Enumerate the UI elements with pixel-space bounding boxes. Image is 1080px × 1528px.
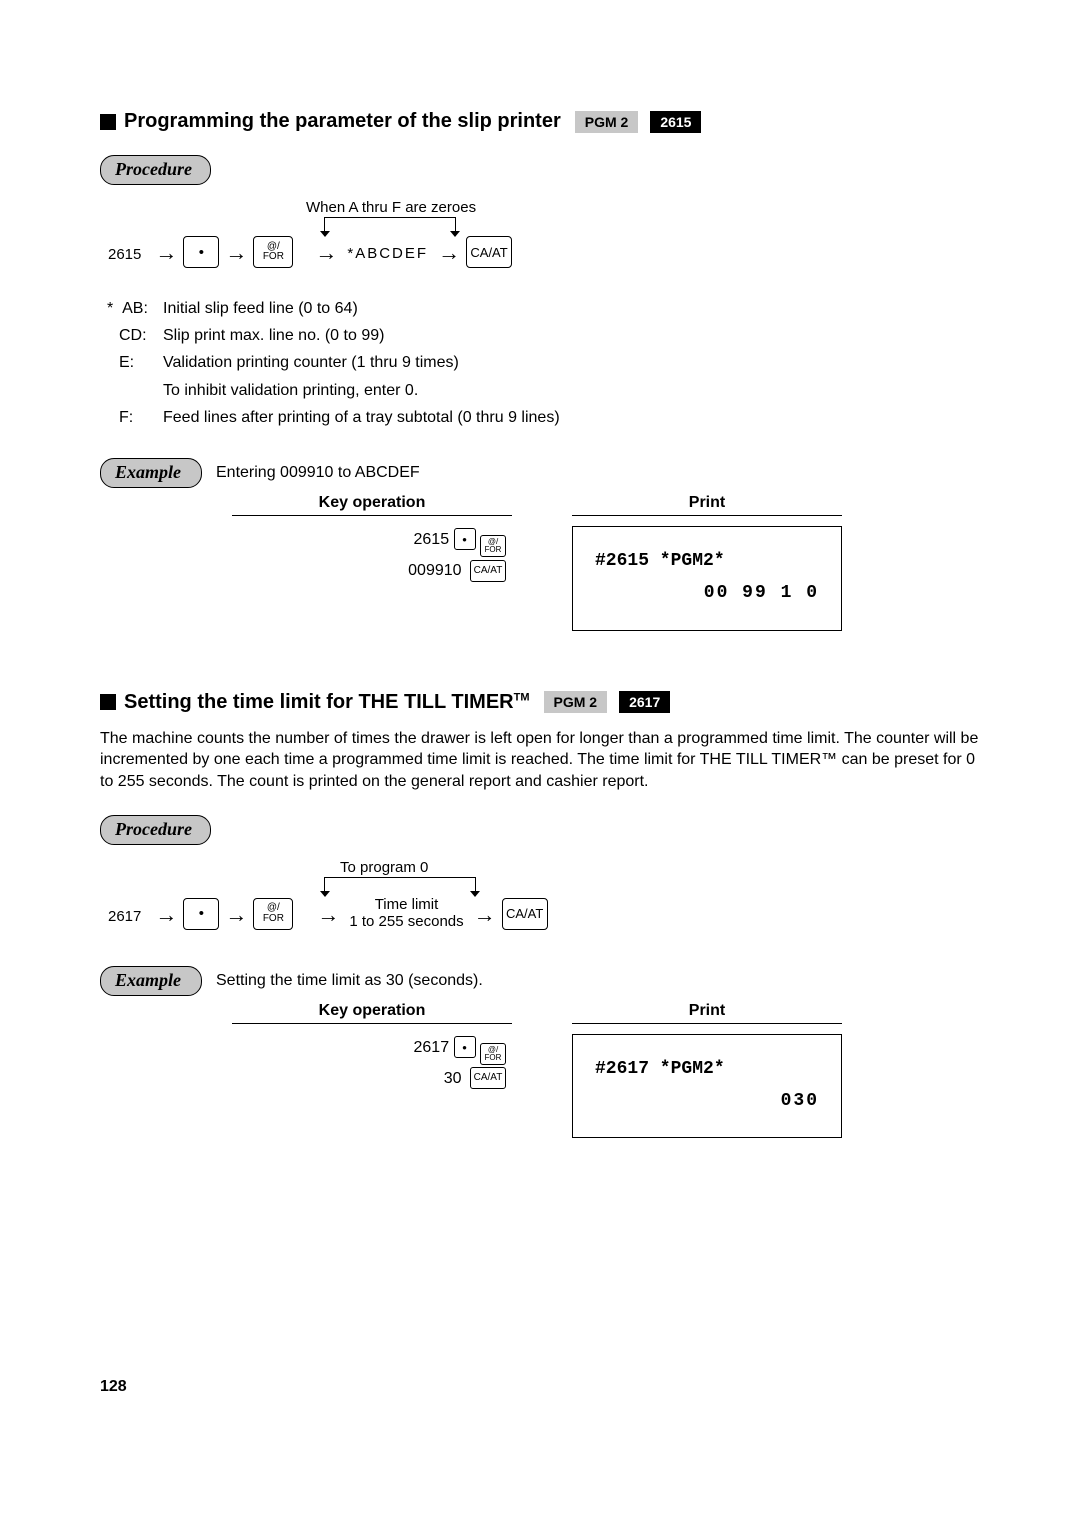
- example-pill: Example: [100, 458, 202, 488]
- flow-diagram-1: When A thru F are zeroes 2615 → • → @/ F…: [108, 199, 980, 274]
- def-row: To inhibit validation printing, enter 0.: [162, 378, 561, 403]
- example-pill: Example: [100, 966, 202, 996]
- for-key: @/ FOR: [253, 236, 293, 268]
- arrow-right-icon: →: [474, 904, 496, 926]
- kop1-line2: 009910 CA/AT: [232, 557, 506, 584]
- def-row: Slip print max. line no. (0 to 99): [162, 323, 561, 348]
- for-key-small: @/ FOR: [480, 535, 506, 557]
- def-row: Feed lines after printing of a tray subt…: [162, 405, 561, 430]
- caat-key-small: CA/AT: [470, 560, 506, 582]
- example-text: Setting the time limit as 30 (seconds).: [216, 972, 483, 990]
- section1-title: Programming the parameter of the slip pr…: [100, 110, 980, 133]
- arrow-right-icon: →: [315, 242, 337, 264]
- kop1-line1: 2615 • @/ FOR: [232, 526, 506, 557]
- dot-key-small: •: [454, 1036, 476, 1058]
- key-op-print-1: Key operation 2615 • @/ FOR 009910 CA/AT: [232, 494, 980, 631]
- flow1-code: 2615: [108, 246, 141, 263]
- definitions-table: * AB:Initial slip feed line (0 to 64) CD…: [104, 294, 563, 432]
- arrow-right-icon: →: [155, 904, 177, 926]
- example-row-2: Example Setting the time limit as 30 (se…: [100, 966, 980, 996]
- print1-line2: 00 99 1 0: [595, 577, 819, 609]
- pgm-badge: PGM 2: [544, 691, 608, 713]
- print-frame-1: #2615 *PGM2* 00 99 1 0: [572, 526, 842, 631]
- dot-key: •: [183, 898, 219, 930]
- procedure-pill: Procedure: [100, 155, 211, 185]
- key-op-head: Key operation: [232, 1002, 512, 1023]
- def-row: Initial slip feed line (0 to 64): [162, 296, 561, 321]
- def-row: Validation printing counter (1 thru 9 ti…: [162, 350, 561, 375]
- print1-line1: #2615 *PGM2*: [595, 545, 819, 577]
- pgm-badge: PGM 2: [575, 111, 639, 133]
- flow1-upper-note: When A thru F are zeroes: [306, 199, 476, 216]
- flow2-code: 2617: [108, 908, 141, 925]
- print-head: Print: [572, 494, 842, 515]
- kop2-line1: 2617 • @/ FOR: [232, 1034, 506, 1065]
- arrow-right-icon: →: [438, 242, 460, 264]
- section1-title-text: Programming the parameter of the slip pr…: [124, 110, 561, 133]
- dot-key: •: [183, 236, 219, 268]
- page: Programming the parameter of the slip pr…: [0, 0, 1080, 1456]
- example-row-1: Example Entering 009910 to ABCDEF: [100, 458, 980, 488]
- print2-line2: 030: [595, 1085, 819, 1117]
- flow-diagram-2: To program 0 2617 → • → @/ FOR → Time li…: [108, 859, 980, 936]
- for-key-small: @/ FOR: [480, 1043, 506, 1065]
- for-key: @/ FOR: [253, 898, 293, 930]
- for-key-bot: FOR: [263, 252, 284, 263]
- arrow-right-icon: →: [317, 904, 339, 926]
- arrow-right-icon: →: [225, 904, 247, 926]
- for-key-top: @/: [267, 903, 280, 914]
- caat-key: CA/AT: [502, 898, 548, 930]
- for-key-bot: FOR: [263, 914, 284, 925]
- flow2-upper-note: To program 0: [340, 859, 428, 876]
- dot-key-small: •: [454, 528, 476, 550]
- code-badge: 2615: [650, 111, 701, 133]
- section2-title-text: Setting the time limit for THE TILL TIME…: [124, 691, 530, 714]
- flow2-mid-2: 1 to 255 seconds: [349, 913, 463, 930]
- print-frame-2: #2617 *PGM2* 030: [572, 1034, 842, 1139]
- page-number: 128: [100, 1378, 980, 1396]
- arrow-right-icon: →: [155, 242, 177, 264]
- section2-title: Setting the time limit for THE TILL TIME…: [100, 691, 980, 714]
- procedure-pill: Procedure: [100, 815, 211, 845]
- key-op-head: Key operation: [232, 494, 512, 515]
- key-op-print-2: Key operation 2617 • @/ FOR 30 CA/AT: [232, 1002, 980, 1139]
- caat-key-small: CA/AT: [470, 1067, 506, 1089]
- kop2-line2: 30 CA/AT: [232, 1065, 506, 1092]
- section2-body: The machine counts the number of times t…: [100, 728, 980, 793]
- code-badge: 2617: [619, 691, 670, 713]
- flow2-mid-1: Time limit: [375, 896, 439, 913]
- bullet-square-icon: [100, 694, 116, 710]
- bullet-square-icon: [100, 114, 116, 130]
- arrow-right-icon: →: [225, 242, 247, 264]
- flow1-mid: *ABCDEF: [347, 245, 428, 262]
- example-text: Entering 009910 to ABCDEF: [216, 464, 420, 482]
- caat-key: CA/AT: [466, 236, 512, 268]
- print-head: Print: [572, 1002, 842, 1023]
- print2-line1: #2617 *PGM2*: [595, 1053, 819, 1085]
